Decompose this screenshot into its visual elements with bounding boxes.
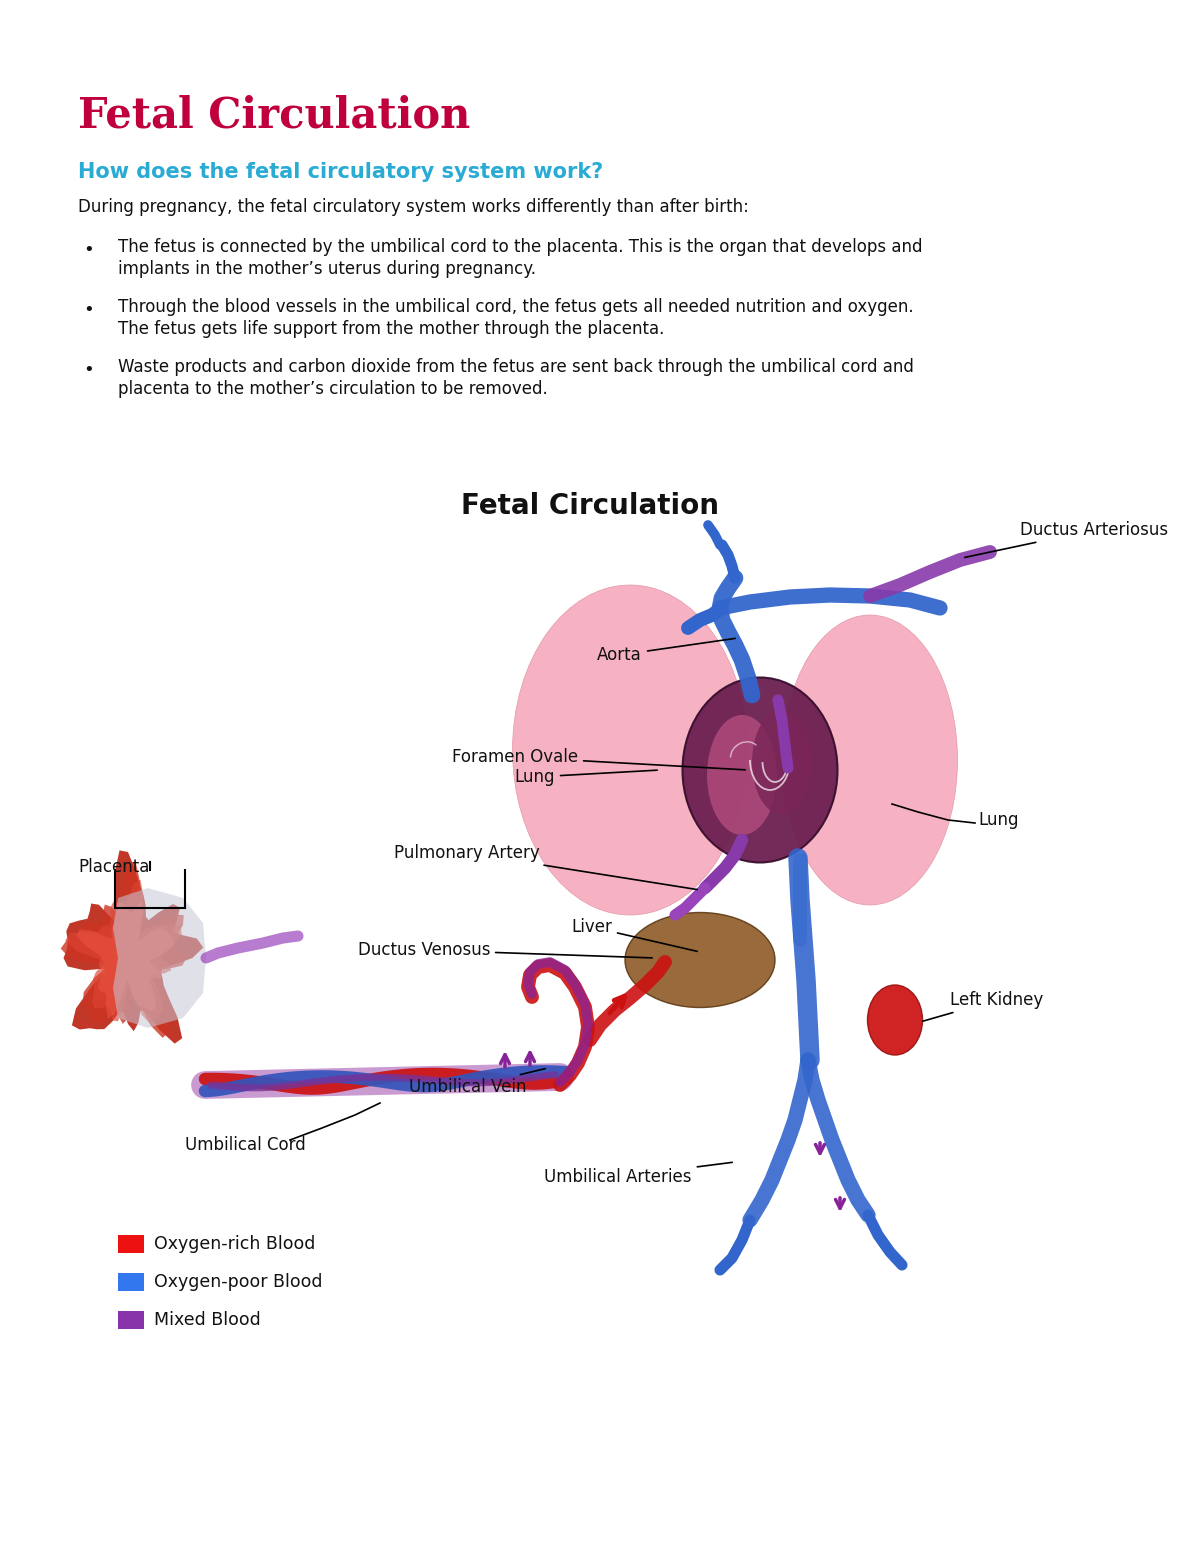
- Ellipse shape: [782, 615, 958, 905]
- Text: implants in the mother’s uterus during pregnancy.: implants in the mother’s uterus during p…: [118, 259, 536, 278]
- Text: Fetal Circulation: Fetal Circulation: [461, 492, 719, 520]
- FancyBboxPatch shape: [118, 1311, 144, 1329]
- Text: Umbilical Arteries: Umbilical Arteries: [545, 1162, 732, 1186]
- Text: Oxygen-poor Blood: Oxygen-poor Blood: [154, 1273, 323, 1291]
- Text: Ductus Venosus: Ductus Venosus: [358, 941, 653, 960]
- Polygon shape: [65, 879, 181, 1023]
- Polygon shape: [113, 888, 206, 1028]
- Text: Pulmonary Artery: Pulmonary Artery: [395, 843, 697, 890]
- Text: Ductus Arteriosus: Ductus Arteriosus: [965, 520, 1168, 558]
- Ellipse shape: [752, 710, 812, 814]
- Polygon shape: [61, 862, 186, 1037]
- Ellipse shape: [707, 714, 778, 836]
- Text: placenta to the mother’s circulation to be removed.: placenta to the mother’s circulation to …: [118, 380, 547, 398]
- FancyBboxPatch shape: [118, 1235, 144, 1253]
- Text: Umbilical Cord: Umbilical Cord: [185, 1135, 306, 1154]
- Text: Fetal Circulation: Fetal Circulation: [78, 95, 470, 137]
- Ellipse shape: [512, 585, 748, 915]
- Text: Mixed Blood: Mixed Blood: [154, 1311, 260, 1329]
- Text: •: •: [83, 360, 94, 379]
- Text: Waste products and carbon dioxide from the fetus are sent back through the umbil: Waste products and carbon dioxide from t…: [118, 359, 914, 376]
- Text: Aorta: Aorta: [598, 638, 736, 665]
- Text: Placenta: Placenta: [78, 857, 149, 876]
- Text: Umbilical Vein: Umbilical Vein: [409, 1068, 545, 1096]
- FancyBboxPatch shape: [118, 1273, 144, 1291]
- Text: Through the blood vessels in the umbilical cord, the fetus gets all needed nutri: Through the blood vessels in the umbilic…: [118, 298, 913, 315]
- Text: The fetus gets life support from the mother through the placenta.: The fetus gets life support from the mot…: [118, 320, 665, 339]
- Text: •: •: [83, 241, 94, 259]
- Text: Left Kidney: Left Kidney: [923, 991, 1043, 1022]
- Text: Foramen Ovale: Foramen Ovale: [452, 749, 745, 770]
- Text: Liver: Liver: [571, 918, 697, 952]
- Polygon shape: [77, 902, 174, 1019]
- Text: During pregnancy, the fetal circulatory system works differently than after birt: During pregnancy, the fetal circulatory …: [78, 197, 749, 216]
- Polygon shape: [64, 851, 203, 1044]
- Ellipse shape: [625, 913, 775, 1008]
- Text: Lung: Lung: [515, 769, 658, 786]
- Text: The fetus is connected by the umbilical cord to the placenta. This is the organ : The fetus is connected by the umbilical …: [118, 238, 923, 256]
- Ellipse shape: [868, 985, 923, 1054]
- Text: •: •: [83, 301, 94, 318]
- Text: How does the fetal circulatory system work?: How does the fetal circulatory system wo…: [78, 162, 604, 182]
- Text: Oxygen-rich Blood: Oxygen-rich Blood: [154, 1235, 316, 1253]
- Ellipse shape: [683, 677, 838, 862]
- Text: Lung: Lung: [978, 811, 1019, 829]
